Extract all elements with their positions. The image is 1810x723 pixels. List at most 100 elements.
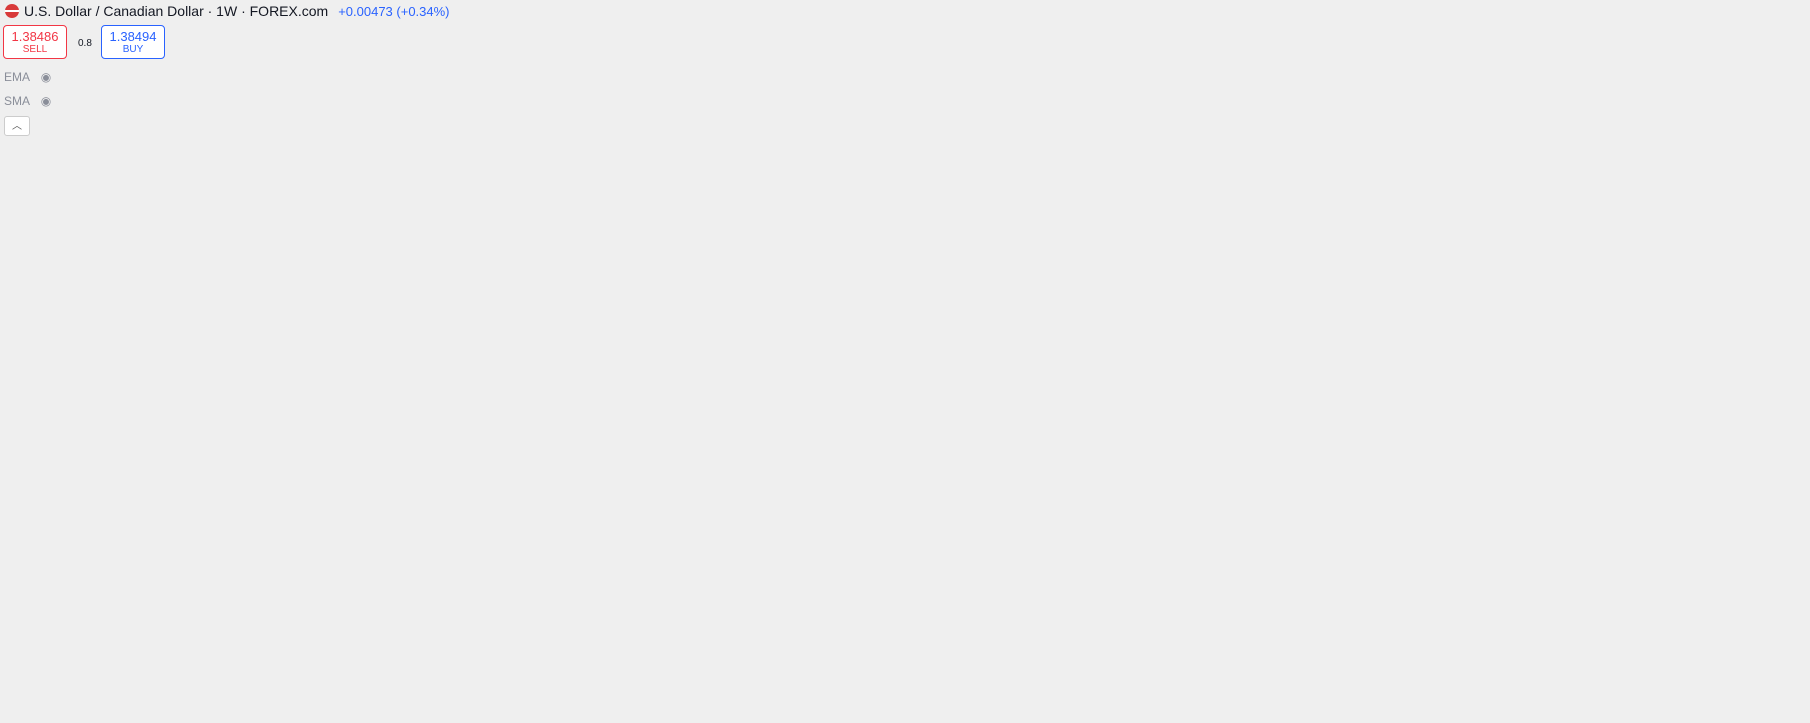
price-tag	[1517, 56, 1573, 73]
x-tick-label: Mar	[941, 703, 962, 717]
candle-body	[1210, 205, 1220, 241]
fib-label: 0.764 (1.37688)	[1422, 105, 1507, 119]
candle-body	[393, 247, 403, 304]
candle-body	[534, 193, 544, 249]
candle-body	[0, 490, 10, 526]
candle-body	[383, 276, 393, 304]
candle-body	[877, 267, 887, 278]
candle-body	[1189, 158, 1199, 232]
y-tick-label: 1.36000	[1529, 185, 1573, 199]
candle-body	[1069, 161, 1079, 180]
candle-body	[252, 247, 262, 345]
candle-body	[1018, 124, 1028, 165]
candle-body	[151, 398, 161, 440]
indicator[interactable]: SMA ◉	[4, 94, 52, 108]
candle-body	[706, 224, 716, 246]
flag-icon	[5, 4, 19, 18]
candle-body	[675, 190, 685, 197]
fib-label: 0.786 (1.37882)	[1422, 96, 1507, 110]
x-tick-label: Sep	[156, 703, 178, 717]
x-tick-label: Mar	[1464, 703, 1485, 717]
candle-body	[302, 149, 312, 174]
candle-body	[585, 364, 595, 377]
candle-body	[867, 276, 877, 299]
candle-body	[776, 109, 786, 168]
price-tag-label: 1.38994	[1523, 57, 1567, 71]
candle-body	[645, 256, 655, 280]
candle-body	[1099, 135, 1109, 157]
y-tick-label: 1.31000	[1529, 401, 1573, 415]
candle-body	[474, 230, 484, 299]
candle-body	[444, 105, 454, 117]
candle-body	[887, 259, 897, 272]
candle-body	[514, 213, 524, 290]
price-tag-label: 1.40000	[1523, 14, 1567, 28]
fib-label: 0.618 (1.36397)	[1422, 160, 1507, 174]
y-tick-label: 1.25000	[1529, 660, 1573, 674]
price-tag-label: 1.38460	[1523, 80, 1567, 94]
candle-body	[1058, 161, 1068, 188]
candle-body	[665, 172, 675, 203]
candle-body	[1159, 75, 1169, 93]
candle-body	[61, 498, 71, 505]
fib-label: 0 (1.30928)	[1446, 396, 1507, 410]
settings-icon[interactable]	[1777, 705, 1791, 719]
x-tick-label: Nov	[770, 703, 791, 717]
price-tag	[1517, 121, 1573, 138]
candle-body	[1079, 120, 1089, 183]
candle-body	[91, 440, 101, 490]
indicator-name: EMA	[4, 70, 30, 84]
candle-body	[1250, 205, 1260, 230]
candle-body	[857, 297, 867, 345]
candle-body	[1008, 117, 1018, 126]
candle-body	[1230, 198, 1240, 207]
candle-body	[202, 86, 212, 137]
fib-label: 0.382 (1.34308)	[1422, 250, 1507, 264]
candle-body	[101, 488, 111, 518]
price-tag	[1517, 35, 1573, 52]
collapse-button[interactable]: ︿	[4, 116, 30, 136]
candle-body	[988, 195, 998, 223]
candle-body	[625, 340, 635, 353]
candle-body	[1260, 124, 1270, 207]
candle-body	[212, 71, 222, 137]
sell-price: 1.38486	[11, 29, 59, 44]
candle-body	[716, 205, 726, 246]
candle-body	[1149, 89, 1159, 146]
candle-body	[504, 216, 514, 290]
candle-body	[363, 288, 373, 322]
candle-body	[756, 74, 766, 163]
x-tick-label: Nov	[1300, 703, 1321, 717]
candle-body	[655, 201, 665, 258]
candle-body	[1179, 135, 1189, 160]
candle-body	[353, 263, 363, 290]
candle-body	[635, 278, 645, 342]
candle-body	[272, 276, 282, 287]
candle-body	[50, 438, 60, 500]
indicator[interactable]: EMA ◉	[4, 70, 52, 84]
candle-body	[10, 521, 20, 576]
tv-logo	[8, 668, 36, 682]
candle-body	[958, 213, 968, 246]
candle-body	[736, 164, 746, 168]
x-tick-label: 2025	[1382, 703, 1409, 717]
sell-button[interactable]: 1.38486 SELL	[3, 25, 67, 59]
candle-body	[242, 181, 252, 249]
y-tick-label: 1.34000	[1529, 272, 1573, 286]
candle-body	[81, 440, 91, 478]
candle-body	[333, 213, 343, 265]
candle-body	[71, 472, 81, 505]
y-tick-label: 1.37000	[1529, 142, 1573, 156]
candle-body	[454, 105, 464, 232]
candle-body	[222, 71, 232, 180]
candle-body	[1028, 155, 1038, 165]
candle-body	[685, 172, 695, 195]
buy-button[interactable]: 1.38494 BUY	[101, 25, 165, 59]
candle-body	[403, 190, 413, 249]
price-tag-label: 1.38150	[1523, 94, 1567, 108]
candle-body	[413, 190, 423, 195]
candle-body	[544, 193, 554, 269]
candle-body	[907, 244, 917, 253]
candle-body	[595, 334, 605, 377]
